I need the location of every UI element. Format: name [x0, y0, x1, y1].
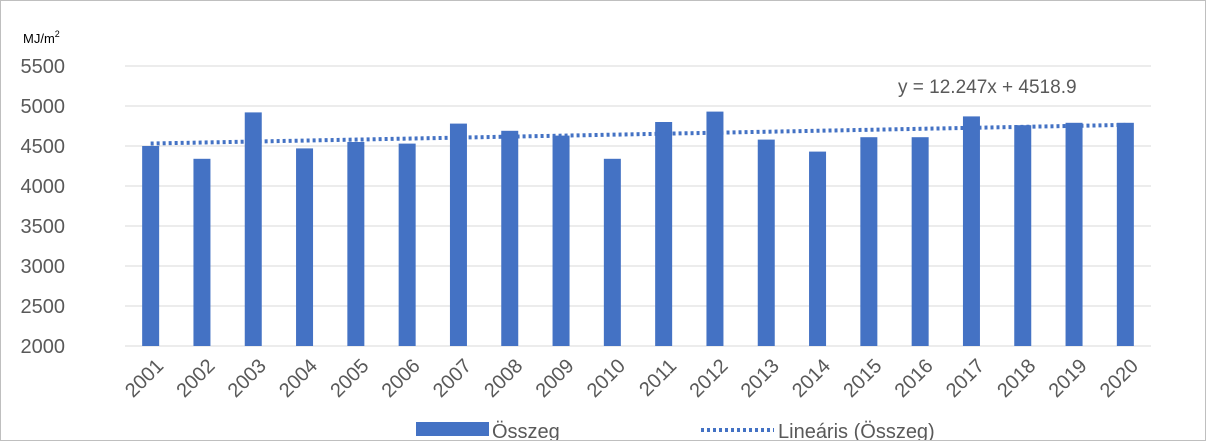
y-tick-label: 5500	[21, 56, 66, 78]
x-tick-label: 2014	[788, 355, 835, 402]
bar	[655, 122, 673, 346]
x-tick-label: 2005	[326, 355, 373, 402]
bar	[142, 146, 160, 346]
y-tick-label: 4500	[21, 136, 66, 158]
x-tick-label: 2015	[839, 355, 886, 402]
x-tick-label: 2004	[275, 355, 322, 402]
bar	[552, 135, 570, 346]
x-tick-label: 2016	[891, 355, 938, 402]
y-tick-label: 2000	[21, 336, 66, 358]
x-tick-label: 2017	[942, 355, 989, 402]
x-tick-label: 2020	[1096, 355, 1143, 402]
legend-label-bars: Összeg	[492, 421, 560, 440]
x-tick-label: 2011	[635, 355, 681, 401]
bar	[860, 137, 878, 346]
y-tick-label: 3000	[21, 256, 66, 278]
trendline-line	[150, 122, 1126, 146]
bar	[603, 158, 621, 346]
x-tick-label: 2002	[172, 355, 219, 402]
x-tick-label: 2007	[429, 355, 476, 402]
x-tick-label: 2013	[737, 355, 784, 402]
bar	[296, 148, 314, 346]
x-tick-label: 2008	[480, 355, 527, 402]
legend-swatch-bars	[416, 422, 489, 436]
gridlines	[125, 65, 1151, 347]
bar-series	[142, 111, 1134, 347]
y-tick-label: 5000	[21, 96, 66, 118]
bar	[962, 116, 980, 347]
bar	[193, 158, 211, 346]
bar	[911, 137, 929, 346]
y-axis-unit-label: MJ/m2	[23, 29, 60, 46]
bar	[706, 111, 724, 346]
bar	[449, 123, 467, 346]
bar	[809, 151, 827, 346]
bar	[347, 142, 365, 346]
y-tick-label: 2500	[21, 296, 66, 318]
x-tick-label: 2010	[583, 355, 630, 402]
x-tick-label: 2012	[685, 355, 732, 402]
bar	[501, 130, 519, 346]
x-axis-ticks: 2001 2002 2003 2004 2005 2006 2007 2008 2009 2010…	[121, 355, 1143, 402]
legend-label-trendline: Lineáris (Összeg)	[778, 421, 935, 440]
x-tick-label: 2001	[121, 355, 168, 402]
x-tick-label: 2009	[532, 355, 579, 402]
y-tick-label: 4000	[21, 176, 66, 198]
bar	[757, 139, 775, 346]
y-tick-label: 3500	[21, 216, 66, 238]
x-tick-label: 2018	[993, 355, 1040, 402]
y-axis-ticks: 5500 5000 4500 4000 3500 3000 2500 2000	[21, 56, 66, 358]
x-tick-label: 2019	[1045, 355, 1092, 402]
bar	[1116, 122, 1134, 346]
legend: Összeg Lineáris (Összeg)	[416, 421, 935, 440]
bar	[1014, 125, 1032, 346]
trendline	[150, 122, 1126, 146]
bar	[244, 112, 262, 347]
x-tick-label: 2003	[224, 355, 271, 402]
x-tick-label: 2006	[378, 355, 425, 402]
bar	[1065, 122, 1083, 346]
trendline-equation: y = 12.247x + 4518.9	[898, 77, 1077, 98]
bar	[398, 143, 416, 346]
